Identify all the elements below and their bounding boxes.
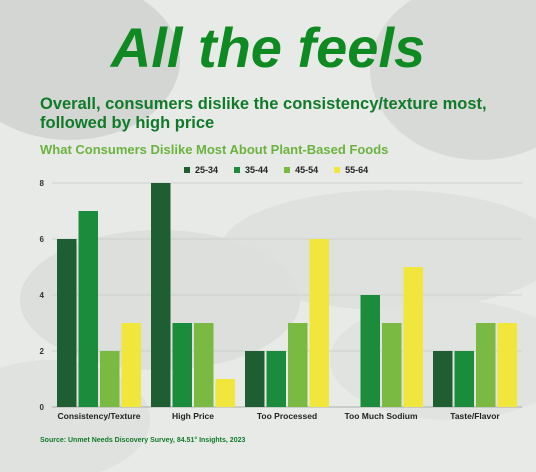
bar: [215, 379, 235, 407]
bar: [194, 323, 214, 407]
y-tick-label: 6: [40, 235, 45, 244]
y-tick-label: 0: [40, 403, 45, 412]
legend-swatch: [284, 167, 291, 173]
bar: [360, 295, 380, 407]
chart-legend: 25-34 35-44 45-54 55-64: [184, 165, 368, 175]
legend-swatch: [334, 167, 341, 173]
bar: [433, 351, 453, 407]
bar: [57, 239, 77, 407]
bar: [78, 211, 98, 407]
legend-swatch: [234, 167, 241, 173]
x-category-label: Consistency/Texture: [58, 411, 141, 421]
bar: [151, 183, 171, 407]
bar: [382, 323, 402, 407]
legend-item-55-64: 55-64: [334, 165, 368, 175]
legend-item-35-44: 35-44: [234, 165, 268, 175]
bar: [476, 323, 496, 407]
bar: [454, 351, 474, 407]
bar: [172, 323, 192, 407]
headline: All the feels: [110, 16, 426, 79]
subheadline: Overall, consumers dislike the consisten…: [40, 95, 487, 132]
bar: [266, 351, 286, 407]
bar: [121, 323, 141, 407]
bar: [288, 323, 308, 407]
bar: [403, 267, 423, 407]
legend-label: 45-54: [295, 165, 319, 175]
x-category-label: High Price: [172, 411, 214, 421]
bar: [100, 351, 120, 407]
source-note: Source: Unmet Needs Discovery Survey, 84…: [40, 437, 246, 444]
bar: [497, 323, 517, 407]
bar: [245, 351, 265, 407]
legend-swatch: [184, 167, 190, 173]
chart-title: What Consumers Dislike Most About Plant-…: [40, 142, 389, 157]
y-tick-label: 2: [40, 347, 45, 356]
x-category-label: Too Processed: [257, 411, 317, 421]
y-tick-label: 4: [40, 291, 45, 300]
legend-label: 25-34: [195, 165, 219, 175]
legend-label: 55-64: [345, 165, 369, 175]
x-category-label: Too Much Sodium: [344, 411, 417, 421]
bar: [309, 239, 329, 407]
y-tick-label: 8: [40, 179, 45, 188]
legend-label: 35-44: [245, 165, 269, 175]
x-category-label: Taste/Flavor: [450, 411, 500, 421]
legend-item-25-34: 25-34: [184, 165, 218, 175]
legend-item-45-54: 45-54: [284, 165, 318, 175]
